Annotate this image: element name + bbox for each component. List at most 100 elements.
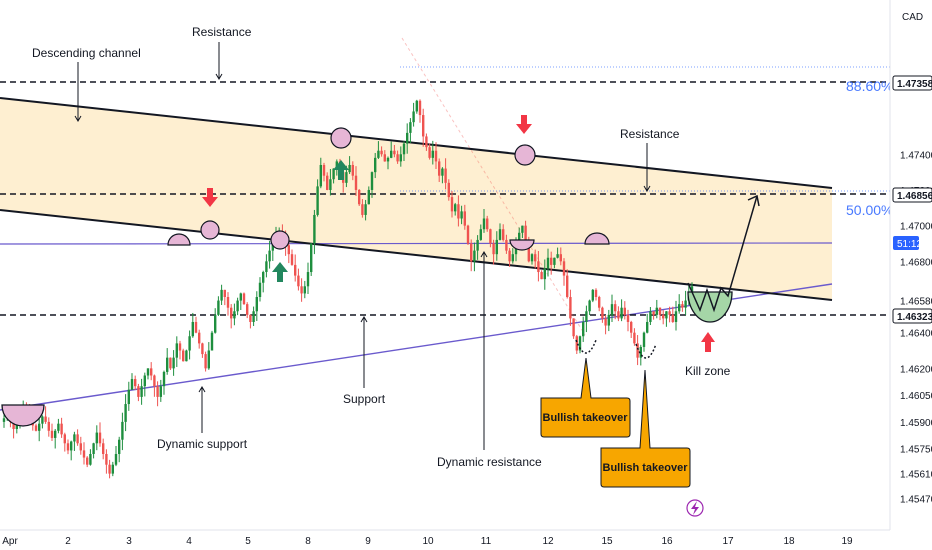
candle-body: [511, 254, 514, 262]
candle-body: [671, 314, 674, 322]
callout-1-text: Bullish takeover: [543, 412, 629, 424]
candle-body: [505, 239, 508, 251]
candle-body: [399, 154, 402, 162]
candle-body: [41, 416, 44, 424]
up-arrow-green-8: [333, 160, 349, 180]
channel-fill: [0, 98, 832, 300]
target-arrowhead: [747, 194, 760, 207]
candle-body: [463, 211, 466, 226]
candle-body: [156, 386, 159, 397]
candle-body: [188, 336, 191, 351]
candle-body: [159, 386, 162, 397]
candle-body: [335, 161, 338, 169]
candle-body: [47, 421, 50, 431]
x-tick-label: 12: [542, 536, 554, 547]
candle-body: [66, 443, 70, 451]
candle-body: [508, 250, 511, 262]
fib-label-50: 50.00%: [846, 202, 893, 218]
candle-body: [108, 464, 111, 474]
candle-body: [649, 311, 652, 322]
candle-body: [601, 307, 604, 319]
candle-body: [358, 189, 361, 205]
candle-body: [230, 307, 233, 319]
candle-body: [76, 434, 79, 444]
candle-body: [319, 164, 322, 187]
candle-body: [642, 332, 646, 347]
fib-label-886: 88.60%: [846, 78, 893, 94]
label-resistance-top: Resistance: [192, 25, 252, 39]
candle-body: [374, 157, 377, 173]
lightning-icon[interactable]: [686, 499, 704, 517]
candle-body: [431, 150, 434, 158]
candle-body: [60, 423, 63, 435]
callout-2-text: Bullish takeover: [603, 462, 689, 474]
candle-body: [345, 172, 348, 183]
candle-body: [140, 386, 143, 397]
candle-body: [303, 286, 306, 294]
candle-body: [482, 218, 486, 230]
candle-body: [246, 304, 249, 315]
candle-body: [470, 243, 473, 262]
down-arrow-red-4: [202, 188, 218, 207]
candle-body: [249, 314, 252, 322]
candle-body: [258, 282, 262, 298]
pink-arc-12: [509, 239, 535, 251]
candle-body: [146, 368, 150, 376]
label-kill-zone: Kill zone: [685, 364, 731, 378]
candle-body: [380, 150, 383, 155]
candle-body: [124, 404, 127, 422]
candle-body: [543, 268, 546, 280]
candle-body: [572, 318, 575, 337]
candle-body: [182, 350, 185, 362]
candle-body: [604, 318, 607, 326]
candle-body: [623, 307, 626, 315]
candle-body: [598, 297, 601, 308]
candle-body: [118, 439, 121, 454]
pink-circle-4: [200, 220, 220, 240]
candle-body: [594, 289, 598, 298]
x-ticks: Apr 2 3 4 5 8 9 10 11 12 15 16 17 18 19: [2, 536, 853, 547]
x-tick-label: 16: [661, 536, 673, 547]
time-axis[interactable]: [0, 530, 890, 550]
candle-body: [415, 100, 418, 112]
candle-body: [351, 164, 354, 176]
candle-body: [239, 293, 242, 301]
candle-body: [34, 425, 38, 431]
candle-body: [194, 321, 198, 333]
y-tick-label: 1.46800: [900, 257, 932, 268]
candle-body: [684, 300, 687, 308]
candle-body: [268, 250, 271, 262]
candle-body: [50, 430, 54, 438]
candle-body: [630, 321, 633, 333]
candle-body: [175, 343, 178, 358]
candle-body: [322, 164, 326, 176]
candle-body: [185, 350, 188, 362]
candle-body: [370, 172, 374, 190]
candle-body: [658, 307, 662, 315]
candle-body: [521, 225, 524, 233]
candle-body: [137, 386, 140, 397]
candle-body: [591, 289, 594, 301]
candle-body: [546, 257, 550, 269]
x-tick-label: 10: [422, 536, 434, 547]
candle-body: [207, 350, 210, 369]
candle-body: [607, 314, 610, 326]
fib-projection-line: [401, 37, 586, 336]
candle-body: [54, 430, 57, 438]
candle-body: [566, 275, 569, 298]
candle-body: [486, 218, 489, 230]
candle-body: [210, 332, 214, 351]
candle-body: [233, 311, 236, 319]
candle-body: [92, 443, 95, 454]
candle-body: [409, 122, 412, 133]
candle-body: [418, 100, 422, 116]
y-tick-label: 1.47400: [900, 150, 932, 161]
candle-body: [402, 143, 406, 155]
candle-body: [198, 332, 201, 344]
channel-lower-line: [0, 209, 833, 301]
candle-body: [313, 214, 316, 244]
pointer-support-head: [360, 316, 368, 323]
candle-body: [479, 229, 482, 240]
candle-body: [582, 321, 585, 337]
